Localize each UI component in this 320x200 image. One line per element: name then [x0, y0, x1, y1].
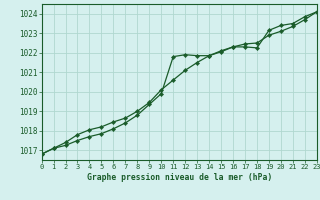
X-axis label: Graphe pression niveau de la mer (hPa): Graphe pression niveau de la mer (hPa) [87, 173, 272, 182]
